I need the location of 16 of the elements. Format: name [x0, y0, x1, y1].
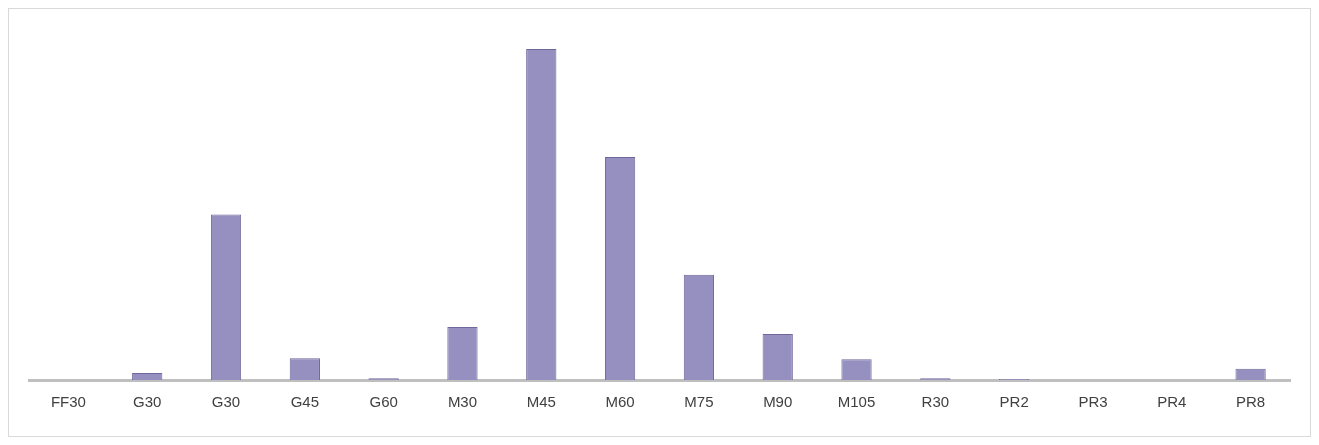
- x-tick-label: G60: [369, 393, 398, 411]
- x-tick-label: M60: [605, 393, 635, 411]
- x-tick-label: FF30: [50, 393, 86, 411]
- x-tick-label: M105: [837, 393, 876, 411]
- x-tick-label: G45: [290, 393, 320, 411]
- x-tick-label: M90: [763, 393, 793, 411]
- x-tick-label: G30: [211, 393, 241, 411]
- x-tick-label: PR8: [1236, 393, 1266, 411]
- x-tick-label: PR3: [1078, 393, 1108, 411]
- x-tick-label: M75: [684, 393, 714, 411]
- x-tick-label: PR4: [1157, 393, 1187, 411]
- x-tick-label: PR2: [999, 393, 1029, 411]
- x-tick-label: R30: [921, 393, 950, 411]
- x-tick-label: G30: [133, 393, 162, 411]
- x-tick-label: M45: [526, 393, 556, 411]
- x-tick-label: M30: [447, 393, 478, 411]
